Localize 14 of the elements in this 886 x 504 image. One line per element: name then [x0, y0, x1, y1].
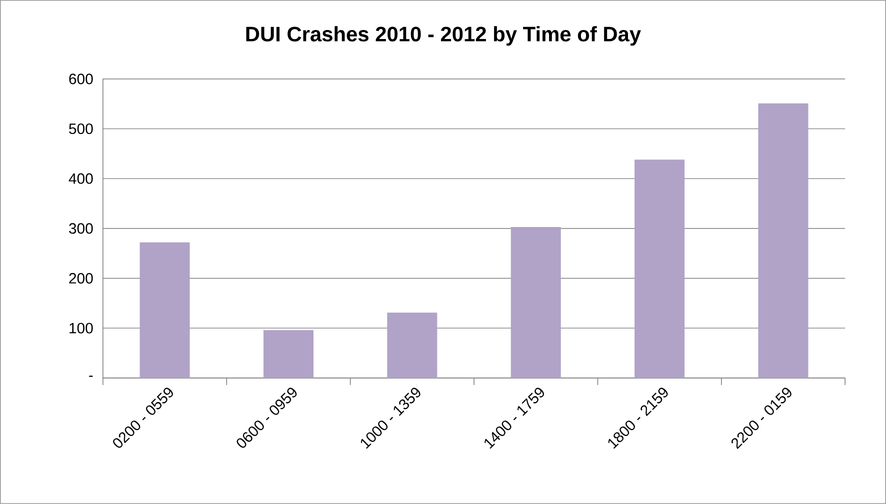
y-tick-label: 100	[70, 322, 93, 334]
bar	[634, 160, 685, 378]
chart-title: DUI Crashes 2010 - 2012 by Time of Day	[246, 26, 641, 46]
bar	[263, 330, 314, 378]
y-tick-label: 300	[69, 223, 93, 234]
bar	[510, 226, 561, 378]
bar	[140, 242, 190, 378]
y-tick-label: 600	[69, 74, 93, 84]
y-tick-label: 400	[68, 173, 93, 184]
y-tick-label: -	[89, 376, 93, 377]
y-tick-label: 200	[69, 273, 93, 284]
bar	[758, 103, 808, 378]
y-tick-label: 500	[69, 124, 93, 134]
bar	[387, 312, 438, 378]
